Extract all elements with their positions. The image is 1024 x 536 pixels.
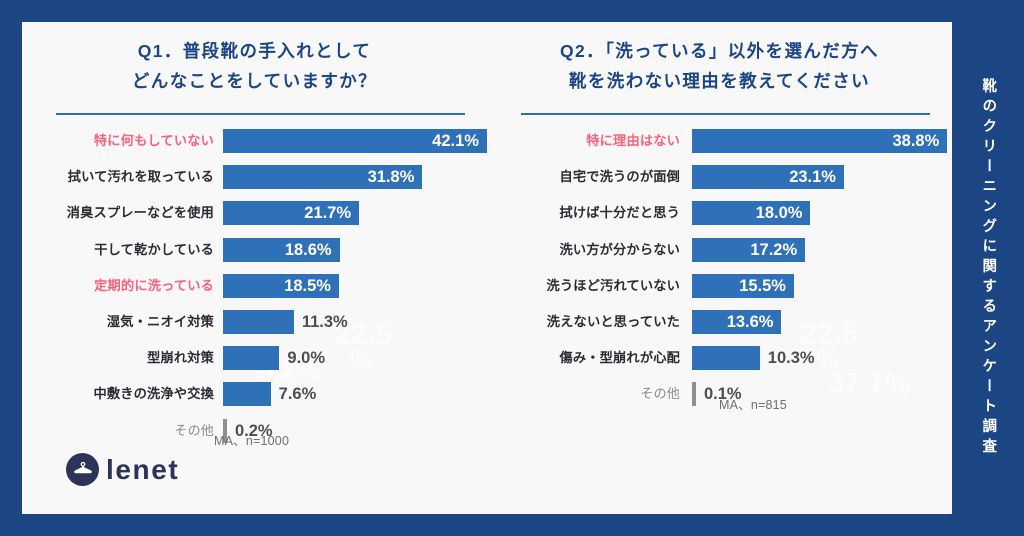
chart-title-q1-line2: どんなことをしていますか？ xyxy=(131,71,378,92)
side-title-band: 靴のクリーニングに関するアンケート調査 xyxy=(952,0,1024,536)
bar-row: 消臭スプレーなどを使用 21.7% xyxy=(22,200,487,226)
bar-value-label: 17.2% xyxy=(750,240,798,259)
bar xyxy=(223,346,280,371)
bar-row: 特に理由はない 38.8% xyxy=(487,128,952,154)
bar-row: 傷み・型崩れが心配 10.3% xyxy=(487,345,952,371)
bar-row: 拭いて汚れを取っている 31.8% xyxy=(22,164,487,190)
bar-category-label: 消臭スプレーなどを使用 xyxy=(66,205,214,221)
bar-row: 中敷きの洗浄や交換 7.6% xyxy=(22,381,487,407)
bar-row: 定期的に洗っている 18.5% xyxy=(22,273,487,299)
chart-title-q2-line1: Q2．「洗っている」以外を選んだ方へ xyxy=(560,41,879,61)
bar-category-label: その他 xyxy=(640,386,680,402)
bar-category-label: 定期的に洗っている xyxy=(94,277,214,293)
bar-category-label: 洗い方が分からない xyxy=(559,241,680,257)
bar-row: 洗えないと思っていた 13.6% xyxy=(487,309,952,335)
title-underline-q1 xyxy=(56,113,465,115)
bar xyxy=(223,129,487,153)
chart-title-q1: Q1．普段靴の手入れとして どんなことをしていますか？ xyxy=(36,36,473,96)
bar xyxy=(692,165,844,190)
bar-value-label: 21.7% xyxy=(304,204,352,223)
content-panel: 22.5% 6.2% 22.5% 37.1% Q1．普段靴の手入れとして どんなことを… xyxy=(22,22,952,514)
bar-row: 特に何もしていない 42.1% xyxy=(22,128,487,154)
brand-logo: lenet xyxy=(66,453,179,486)
bar-value-label: 13.6% xyxy=(726,313,774,331)
sample-size-note: MA、n=815 xyxy=(719,397,787,412)
bar-value-label: 15.5% xyxy=(739,276,786,295)
bar-row: 洗うほど汚れていない 15.5% xyxy=(487,273,952,299)
bar xyxy=(692,129,948,153)
bar xyxy=(692,237,806,262)
bar-category-label: 中敷きの洗浄や交換 xyxy=(93,386,214,402)
bar-value-label: 10.3% xyxy=(767,349,815,368)
bar-row: 干して乾かしている 18.6% xyxy=(22,237,487,263)
bar-value-label: 0.1% xyxy=(704,385,742,404)
bar-chart-q1: 特に何もしていない 42.1% 拭いて汚れを取っている 31.8% 消臭スプレーなどを使… xyxy=(22,128,487,514)
bar-row: 型崩れ対策 9.0% xyxy=(22,345,487,371)
bar-chart-q2: 特に理由はない 38.8% 自宅で洗うのが面倒 23.1% 拭けば十分だと思う 18.0%… xyxy=(487,128,952,514)
bar xyxy=(223,273,339,298)
chart-title-q2-line2: 靴を洗わない理由を教えてください xyxy=(569,71,870,92)
title-underline-q2 xyxy=(521,113,930,115)
bar xyxy=(692,346,760,371)
chart-column-q1: Q1．普段靴の手入れとして どんなことをしていますか？ 特に何もしていない 42.… xyxy=(22,22,487,514)
chart-column-q2: Q2．「洗っている」以外を選んだ方へ 靴を洗わない理由を教えてください 特に理由… xyxy=(487,22,952,514)
bar-row: 湿気・ニオイ対策 11.3% xyxy=(22,309,487,335)
bar-value-label: 42.1% xyxy=(432,132,479,150)
bar xyxy=(223,237,340,262)
chart-title-q1-line1: Q1．普段靴の手入れとして xyxy=(137,41,372,61)
bar-value-label: 18.5% xyxy=(284,276,331,295)
bar-value-label: 18.6% xyxy=(284,240,332,259)
bar xyxy=(223,418,227,443)
bar-category-label: 洗えないと思っていた xyxy=(546,314,680,329)
bar-row: 洗い方が分からない 17.2% xyxy=(487,237,952,263)
bar xyxy=(692,382,696,407)
bar-category-label: 干して乾かしている xyxy=(94,241,214,257)
bar-row: 自宅で洗うのが面倒 23.1% xyxy=(487,164,952,190)
bar-value-label: 0.2% xyxy=(235,421,273,440)
bar-category-label: その他 xyxy=(174,422,214,438)
bar-value-label: 23.1% xyxy=(789,168,836,187)
bar xyxy=(223,310,294,334)
bar-row: その他 0.2% xyxy=(22,418,487,444)
bar-value-label: 7.6% xyxy=(278,385,317,404)
bar-category-label: 特に何もしていない xyxy=(93,133,214,148)
chart-title-q2: Q2．「洗っている」以外を選んだ方へ 靴を洗わない理由を教えてください xyxy=(501,36,938,96)
side-title-text: 靴のクリーニングに関するアンケート調査 xyxy=(980,78,997,458)
bar-category-label: 拭いて汚れを取っている xyxy=(67,169,214,185)
bar-category-label: 拭けば十分だと思う xyxy=(559,205,680,221)
bar-row: 拭けば十分だと思う 18.0% xyxy=(487,200,952,226)
bar-category-label: 洗うほど汚れていない xyxy=(546,277,680,293)
clothes-hanger-icon xyxy=(66,453,99,486)
bar xyxy=(223,165,423,190)
bar-value-label: 11.3% xyxy=(301,313,348,331)
brand-name: lenet xyxy=(106,453,180,485)
bar-category-label: 湿気・ニオイ対策 xyxy=(106,314,214,329)
bar-value-label: 9.0% xyxy=(287,349,326,368)
bar-category-label: 傷み・型崩れが心配 xyxy=(559,350,680,366)
bar-category-label: 特に理由はない xyxy=(586,133,680,148)
bar-category-label: 自宅で洗うのが面倒 xyxy=(559,169,680,185)
bar-row: その他 0.1% xyxy=(487,381,952,407)
bar xyxy=(692,310,782,334)
bar xyxy=(692,273,794,298)
bar xyxy=(692,201,811,226)
bar-value-label: 31.8% xyxy=(367,168,415,187)
bar-value-label: 18.0% xyxy=(755,204,803,223)
bar-category-label: 型崩れ対策 xyxy=(147,350,214,366)
sample-size-note: MA、n=1000 xyxy=(214,433,290,448)
bar-value-label: 38.8% xyxy=(892,132,940,150)
bar xyxy=(223,382,271,407)
bar xyxy=(223,201,360,226)
